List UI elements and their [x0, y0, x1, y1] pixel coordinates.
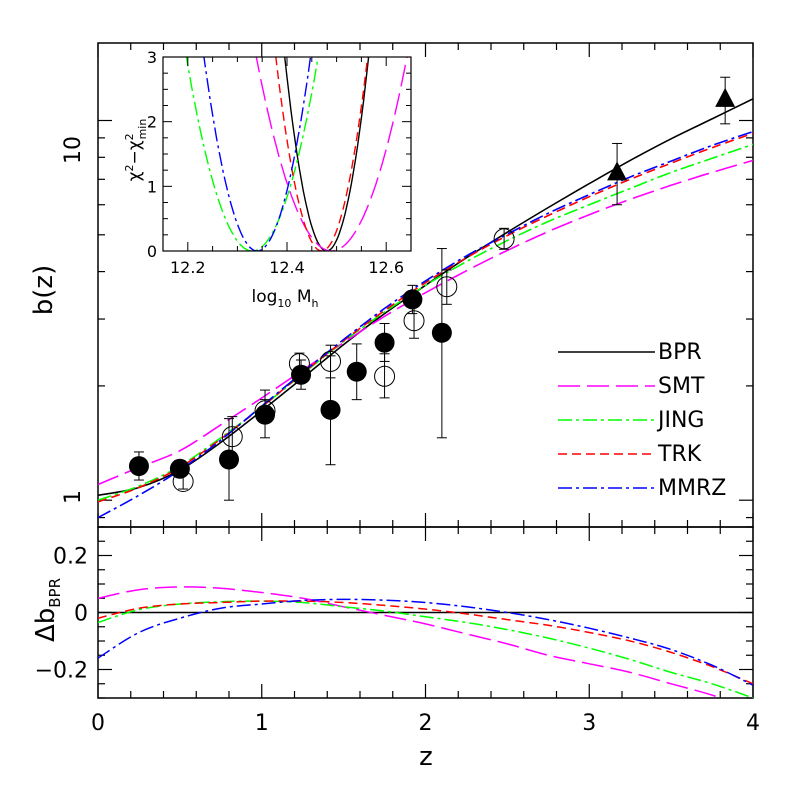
- legend-label-mmrz: MMRZ: [658, 476, 726, 501]
- inset-y-chi2-sup: 2: [123, 133, 136, 140]
- inset-line-trk: [275, 57, 369, 251]
- inset-axis-ticks: 12.2 12.4 12.6 0 1 2 3: [147, 48, 412, 277]
- open-circle-point: [403, 310, 425, 332]
- inset-y-chi-sup: 2: [123, 165, 136, 172]
- x-axis-label: z: [419, 742, 433, 772]
- inset-x-axis-label: log10 Mh: [252, 287, 319, 310]
- inset-y-chi: χ: [125, 171, 145, 181]
- main-y-tick-label-1: 1: [61, 490, 86, 504]
- legend-label-jing: JING: [656, 408, 704, 433]
- main-series-lines: [98, 98, 753, 519]
- open-circle-point: [436, 276, 458, 298]
- inset-background: [163, 57, 411, 251]
- inset-x-log-sub: 10: [277, 297, 291, 310]
- residual-y-tick-label: 0: [74, 602, 88, 627]
- x-tick-label: 1: [255, 711, 269, 736]
- main-line-jing: [98, 143, 753, 501]
- residual-line-smt: [98, 586, 724, 698]
- inset-y-chi2-sub: min: [136, 119, 149, 140]
- open-circle-point: [493, 228, 515, 250]
- inset-x-log: log: [252, 287, 278, 307]
- filled-circle-point: [402, 289, 423, 310]
- filled-circle-point: [320, 399, 341, 420]
- x-tick-label: 2: [419, 711, 433, 736]
- triangle-point: [715, 87, 736, 107]
- residual-line-mmrz: [98, 598, 753, 686]
- residual-line-jing: [98, 600, 753, 698]
- inset-x-var: M: [291, 287, 311, 307]
- legend-label-bpr: BPR: [658, 340, 702, 365]
- x-tick-label: 0: [91, 711, 105, 736]
- filled-circle-point: [169, 458, 190, 479]
- filled-circle-point: [346, 361, 367, 382]
- filled-circle-point: [291, 364, 312, 385]
- filled-circle-point: [128, 456, 149, 477]
- open-circle-point: [221, 426, 243, 448]
- legend-label-smt: SMT: [658, 374, 705, 399]
- inset-y-axis-label: χ2−χ2min: [123, 119, 149, 182]
- legend-label-trk: TRK: [657, 442, 702, 467]
- inset-x-var-sub: h: [312, 297, 319, 310]
- open-circle-point: [374, 365, 396, 387]
- inset-y-tick-label: 1: [147, 177, 157, 196]
- filled-circle-point: [219, 449, 239, 470]
- filled-circle-point: [255, 404, 276, 425]
- triangle-point: [607, 161, 628, 181]
- main-y-tick-label-10: 10: [61, 136, 86, 164]
- inset-y-tick-label: 0: [147, 242, 157, 261]
- residual-y-tick-label: −0.2: [35, 659, 88, 684]
- residual-line-trk: [98, 600, 753, 685]
- legend: BPR SMT JING TRK MMRZ: [558, 340, 726, 501]
- filled-circle-point: [374, 332, 395, 353]
- main-line-mmrz: [98, 130, 753, 519]
- residual-y-axis-label: ΔbBPR: [31, 578, 64, 642]
- inset-y-tick-label: 2: [147, 113, 157, 132]
- inset-line-jing: [185, 57, 319, 251]
- residual-y-axis-label-main: Δb: [31, 608, 61, 642]
- main-data-points: [128, 76, 736, 501]
- residual-axis-ticks: 0 1 2 3 4 −0.2 0 0.2: [35, 526, 760, 736]
- main-y-axis-label: b(z): [29, 265, 59, 315]
- inset-x-tick-label: 12.6: [368, 258, 404, 277]
- main-line-trk: [98, 132, 753, 503]
- inset-y-tick-label: 3: [147, 48, 157, 67]
- filled-circle-point: [431, 322, 452, 343]
- inset-x-tick-label: 12.2: [170, 258, 206, 277]
- inset-x-tick-label: 12.4: [269, 258, 305, 277]
- x-tick-label: 4: [746, 711, 760, 736]
- inset-line-bpr: [284, 57, 370, 251]
- x-tick-label: 3: [582, 711, 596, 736]
- residual-y-axis-label-sub: BPR: [46, 578, 64, 608]
- residual-series-lines: [98, 586, 753, 698]
- residual-y-tick-label: 0.2: [53, 545, 88, 570]
- inset-y-minus-chi: −χ: [125, 140, 145, 164]
- main-line-smt: [98, 159, 753, 486]
